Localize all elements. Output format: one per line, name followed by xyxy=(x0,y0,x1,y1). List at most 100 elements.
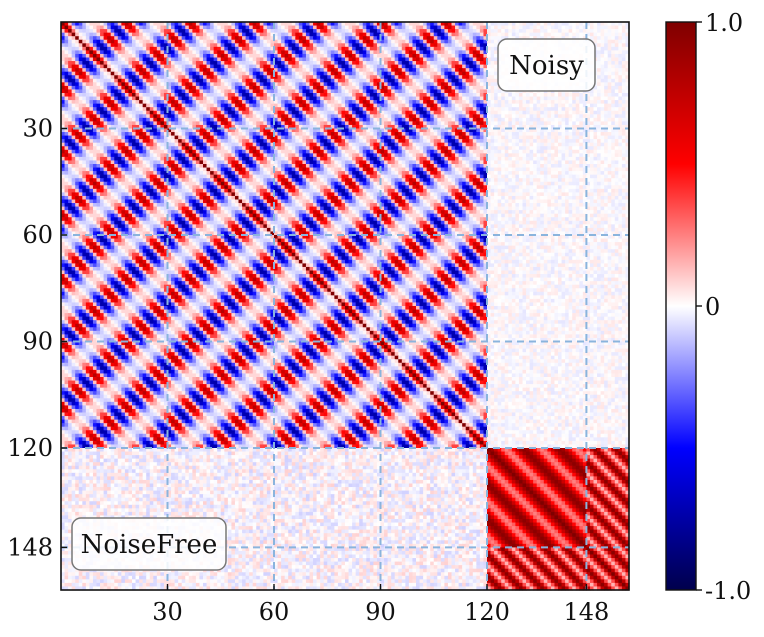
heatmap-cell xyxy=(267,50,271,54)
heatmap-cell xyxy=(79,29,83,33)
heatmap-cell xyxy=(82,58,86,62)
heatmap-cell xyxy=(178,121,182,125)
heatmap-cell xyxy=(178,97,182,101)
heatmap-cell xyxy=(420,50,424,54)
heatmap-cell xyxy=(196,104,200,108)
heatmap-cell xyxy=(537,114,541,118)
heatmap-cell xyxy=(324,36,328,40)
heatmap-cell xyxy=(118,43,122,47)
heatmap-cell xyxy=(341,75,345,79)
heatmap-cell xyxy=(178,50,182,54)
heatmap-cell xyxy=(306,61,310,65)
heatmap-cell xyxy=(189,129,193,133)
heatmap-cell xyxy=(160,65,164,69)
heatmap-cell xyxy=(160,47,164,51)
heatmap-cell xyxy=(611,118,615,122)
heatmap-cell xyxy=(160,104,164,108)
heatmap-cell xyxy=(551,114,555,118)
heatmap-cell xyxy=(267,54,271,58)
heatmap-cell xyxy=(79,107,83,111)
heatmap-cell xyxy=(143,50,147,54)
heatmap-cell xyxy=(267,121,271,125)
heatmap-cell xyxy=(302,97,306,101)
heatmap-cell xyxy=(239,29,243,33)
heatmap-cell xyxy=(391,82,395,86)
heatmap-cell xyxy=(405,47,409,51)
heatmap-cell xyxy=(569,104,573,108)
heatmap-cell xyxy=(231,75,235,79)
heatmap-cell xyxy=(132,47,136,51)
heatmap-cell xyxy=(239,43,243,47)
heatmap-cell xyxy=(288,93,292,97)
heatmap-cell xyxy=(235,40,239,44)
heatmap-cell xyxy=(615,89,619,93)
heatmap-cell xyxy=(363,43,367,47)
heatmap-cell xyxy=(320,68,324,72)
heatmap-cell xyxy=(420,43,424,47)
heatmap-cell xyxy=(253,50,257,54)
heatmap-cell xyxy=(455,82,459,86)
heatmap-cell xyxy=(494,107,498,111)
heatmap-cell xyxy=(125,43,129,47)
heatmap-cell xyxy=(540,100,544,104)
heatmap-cell xyxy=(295,97,299,101)
heatmap-cell xyxy=(430,86,434,90)
heatmap-cell xyxy=(388,72,392,76)
heatmap-cell xyxy=(359,54,363,58)
heatmap-cell xyxy=(405,121,409,125)
heatmap-cell xyxy=(310,26,314,30)
heatmap-cell xyxy=(398,89,402,93)
heatmap-cell xyxy=(452,26,456,30)
heatmap-cell xyxy=(448,29,452,33)
heatmap-cell xyxy=(111,118,115,122)
heatmap-cell xyxy=(405,79,409,83)
heatmap-cell xyxy=(235,43,239,47)
heatmap-cell xyxy=(363,29,367,33)
heatmap-cell xyxy=(118,33,122,37)
heatmap-cell xyxy=(604,114,608,118)
heatmap-cell xyxy=(97,40,101,44)
heatmap-cell xyxy=(136,33,140,37)
heatmap-cell xyxy=(466,93,470,97)
heatmap-cell xyxy=(100,132,104,136)
heatmap-cell xyxy=(175,118,179,122)
heatmap-cell xyxy=(416,93,420,97)
heatmap-cell xyxy=(558,118,562,122)
heatmap-cell xyxy=(93,93,97,97)
heatmap-cell xyxy=(125,114,129,118)
heatmap-cell xyxy=(423,26,427,30)
heatmap-cell xyxy=(150,43,154,47)
heatmap-cell xyxy=(93,72,97,76)
heatmap-cell xyxy=(597,111,601,115)
heatmap-cell xyxy=(150,29,154,33)
heatmap-cell xyxy=(338,111,342,115)
heatmap-cell xyxy=(533,93,537,97)
heatmap-cell xyxy=(306,89,310,93)
heatmap-cell xyxy=(462,54,466,58)
heatmap-cell xyxy=(221,40,225,44)
heatmap-cell xyxy=(111,68,115,72)
heatmap-cell xyxy=(409,29,413,33)
heatmap-cell xyxy=(341,100,345,104)
heatmap-cell xyxy=(594,97,598,101)
heatmap-cell xyxy=(221,61,225,65)
heatmap-cell xyxy=(618,65,622,69)
heatmap-cell xyxy=(576,97,580,101)
heatmap-cell xyxy=(75,33,79,37)
heatmap-cell xyxy=(249,54,253,58)
heatmap-cell xyxy=(508,100,512,104)
heatmap-cell xyxy=(196,58,200,62)
heatmap-cell xyxy=(86,118,90,122)
heatmap-cell xyxy=(111,107,115,111)
heatmap-cell xyxy=(434,114,438,118)
heatmap-cell xyxy=(139,26,143,30)
heatmap-cell xyxy=(469,50,473,54)
heatmap-cell xyxy=(153,93,157,97)
heatmap-cell xyxy=(505,107,509,111)
heatmap-cell xyxy=(224,125,228,129)
heatmap-cell xyxy=(412,75,416,79)
heatmap-cell xyxy=(160,118,164,122)
heatmap-cell xyxy=(231,100,235,104)
heatmap-cell xyxy=(214,75,218,79)
heatmap-cell xyxy=(597,86,601,90)
